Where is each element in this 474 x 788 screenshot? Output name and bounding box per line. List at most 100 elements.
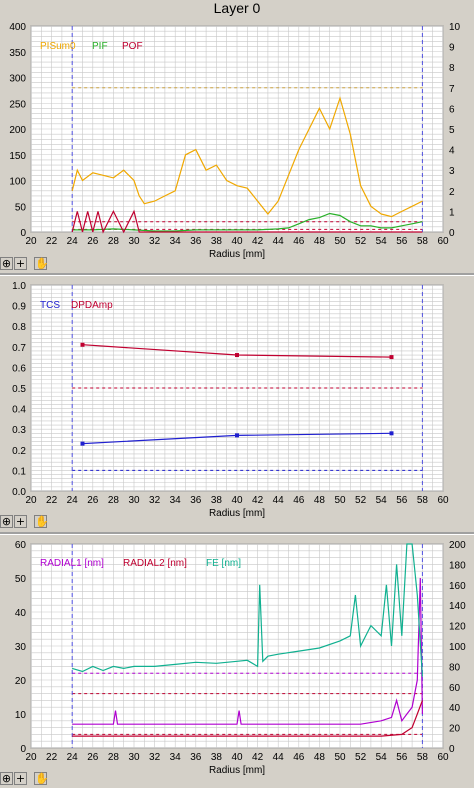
x-tick-label: 48	[314, 752, 326, 763]
panel-separator[interactable]	[0, 273, 474, 276]
y2-tick-label: 20	[449, 724, 461, 735]
y-tick-label: 0.2	[12, 446, 26, 457]
x-tick-label: 46	[293, 236, 305, 247]
x-tick-label: 58	[417, 236, 429, 247]
y-tick-label: 0.3	[12, 425, 26, 436]
crosshair-icon[interactable]: +	[14, 772, 27, 785]
legend-entry: RADIAL1 [nm]	[40, 558, 104, 569]
series-line-0	[72, 577, 423, 725]
x-tick-label: 38	[211, 752, 223, 763]
y2-tick-label: 180	[449, 560, 466, 571]
x-tick-label: 52	[355, 495, 367, 506]
x-tick-label: 24	[67, 236, 79, 247]
x-tick-label: 50	[334, 752, 346, 763]
crosshair-icon[interactable]: +	[14, 515, 27, 528]
zoom-icon[interactable]: ⊕	[0, 515, 13, 528]
y-tick-label: 40	[15, 608, 27, 619]
series-point	[389, 431, 394, 436]
y-tick-label: 100	[9, 177, 26, 188]
y2-tick-label: 9	[449, 43, 455, 54]
x-tick-label: 60	[437, 495, 449, 506]
x-axis-label: Radius [mm]	[209, 249, 265, 260]
x-tick-label: 28	[108, 495, 120, 506]
y2-tick-label: 4	[449, 146, 455, 157]
legend-entry: DPDAmp	[71, 300, 113, 311]
chart-1-plot[interactable]: 20 22 24 26 28 30 32 34 36 38 40 42 44 46 48 50 52 54 56 58…	[0, 16, 474, 272]
y-tick-label: 0	[20, 744, 26, 755]
chart-3-toolbar: ⊕ + ✋	[0, 771, 60, 787]
y-tick-label: 60	[15, 540, 27, 551]
hand-pan-icon[interactable]: ✋	[34, 257, 49, 270]
x-tick-label: 58	[417, 495, 429, 506]
x-tick-label: 42	[252, 495, 264, 506]
crosshair-icon[interactable]: +	[14, 257, 27, 270]
y2-tick-label: 7	[449, 84, 455, 95]
chart-3-plot[interactable]: 20 22 24 26 28 30 32 34 36 38 40 42 44 46 48 50 52 54 56 58…	[0, 535, 474, 788]
y2-tick-label: 1	[449, 207, 455, 218]
x-tick-label: 54	[376, 236, 388, 247]
legend-entry: POF	[122, 41, 143, 52]
y-tick-label: 30	[15, 642, 27, 653]
series-point	[389, 355, 394, 360]
hand-pan-icon[interactable]: ✋	[34, 515, 49, 528]
y2-tick-label: 3	[449, 166, 455, 177]
y2-tick-label: 60	[449, 683, 461, 694]
x-tick-label: 42	[252, 236, 264, 247]
x-tick-label: 30	[128, 752, 140, 763]
y2-tick-label: 200	[449, 540, 466, 551]
y-tick-label: 200	[9, 125, 26, 136]
y2-tick-label: 5	[449, 125, 455, 136]
series-point	[235, 353, 239, 358]
legend-entry: RADIAL2 [nm]	[123, 558, 187, 569]
y-tick-label: 0.8	[12, 322, 26, 333]
y-tick-label: 10	[15, 710, 27, 721]
x-tick-label: 34	[170, 495, 182, 506]
y-tick-label: 0.5	[12, 384, 26, 395]
y2-tick-label: 2	[449, 187, 455, 198]
x-tick-label: 60	[437, 236, 449, 247]
x-tick-label: 52	[355, 236, 367, 247]
x-tick-label: 24	[67, 495, 79, 506]
y-tick-label: 0.0	[12, 487, 26, 498]
x-tick-label: 38	[211, 236, 223, 247]
zoom-icon[interactable]: ⊕	[0, 257, 13, 270]
series-point	[235, 433, 239, 438]
series-line-2	[72, 543, 423, 677]
x-tick-label: 50	[334, 236, 346, 247]
y-tick-label: 50	[15, 574, 27, 585]
x-tick-label: 46	[293, 495, 305, 506]
y-tick-label: 0.1	[12, 466, 26, 477]
x-tick-label: 54	[376, 495, 388, 506]
x-tick-label: 56	[396, 236, 408, 247]
x-tick-label: 36	[190, 495, 202, 506]
y2-tick-label: 140	[449, 601, 466, 612]
x-tick-label: 26	[87, 236, 99, 247]
legend-entry: TCS	[40, 300, 60, 311]
x-tick-label: 30	[128, 495, 140, 506]
y-tick-label: 350	[9, 48, 26, 59]
legend-entry: FE [nm]	[206, 558, 241, 569]
y-tick-label: 0.4	[12, 405, 26, 416]
hand-pan-icon[interactable]: ✋	[34, 772, 49, 785]
y-tick-label: 1.0	[12, 281, 26, 292]
grid	[30, 25, 444, 233]
zoom-icon[interactable]: ⊕	[0, 772, 13, 785]
y-tick-label: 250	[9, 99, 26, 110]
chart-2-plot[interactable]: 20 22 24 26 28 30 32 34 36 38 40 42 44 46 48 50 52 54 56 58…	[0, 276, 474, 532]
y2-tick-label: 6	[449, 104, 455, 115]
x-tick-label: 54	[376, 752, 388, 763]
x-axis-label: Radius [mm]	[209, 765, 265, 776]
x-tick-label: 58	[417, 752, 429, 763]
x-tick-label: 42	[252, 752, 264, 763]
chart-panel-3: 20 22 24 26 28 30 32 34 36 38 40 42 44 46 48 50 52 54 56 58…	[0, 535, 474, 788]
y-tick-label: 20	[15, 676, 27, 687]
x-tick-label: 44	[273, 495, 285, 506]
x-tick-label: 44	[273, 752, 285, 763]
x-tick-label: 40	[231, 495, 243, 506]
series-line-2	[71, 209, 423, 234]
series-point	[80, 441, 85, 446]
panel-separator[interactable]	[0, 532, 474, 535]
grid	[30, 284, 444, 492]
y2-tick-label: 80	[449, 662, 461, 673]
x-tick-label: 38	[211, 495, 223, 506]
